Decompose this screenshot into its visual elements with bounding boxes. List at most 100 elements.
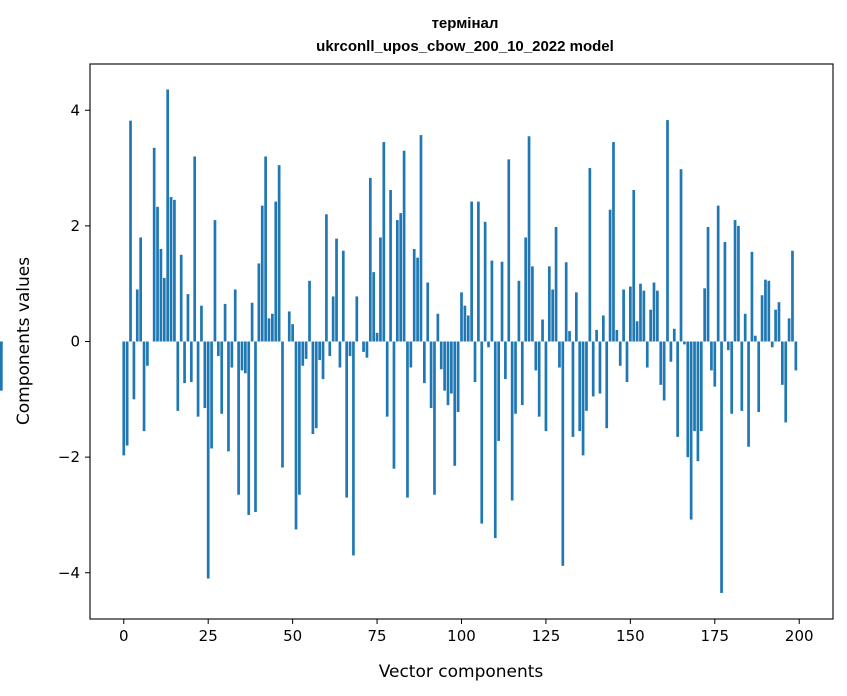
- bar-127: [551, 289, 555, 342]
- bar-177: [720, 341, 723, 593]
- x-tick-label: 150: [616, 627, 645, 645]
- bar-83: [402, 150, 406, 342]
- bar-161: [666, 120, 669, 342]
- bar-105: [477, 201, 480, 342]
- bar-192: [770, 341, 774, 348]
- bar-157: [652, 282, 656, 342]
- bar-30: [223, 303, 227, 342]
- x-tick-label: 200: [785, 627, 814, 645]
- y-axis-label: Components values: [14, 257, 34, 425]
- bar-138: [588, 168, 592, 342]
- y-axis-ticks: −4 −2 0 2 4: [58, 101, 90, 582]
- bar-153: [639, 283, 642, 342]
- bar-39: [254, 341, 257, 513]
- bar-2: [129, 120, 132, 342]
- bar-199: [794, 341, 798, 371]
- bar-169: [693, 341, 696, 432]
- bar-108: [487, 341, 490, 348]
- bar-182: [737, 225, 740, 342]
- bar-34: [237, 341, 240, 495]
- bar-185: [747, 341, 750, 447]
- bar-176: [716, 205, 720, 342]
- bar-122: [534, 341, 538, 371]
- bar-61: [328, 341, 332, 356]
- bar-29: [220, 341, 224, 414]
- bar-140: [595, 329, 598, 342]
- bar-163: [672, 328, 676, 342]
- x-tick-label: 50: [283, 627, 302, 645]
- bar-46: [277, 165, 281, 342]
- bar-135: [578, 341, 582, 432]
- bar-119: [524, 237, 528, 342]
- bar-18: [183, 341, 186, 384]
- x-tick-label: 0: [119, 627, 129, 645]
- bar-154: [642, 290, 646, 342]
- bar-12: [162, 277, 166, 342]
- x-tick-label: 125: [532, 627, 561, 645]
- bar-24: [203, 341, 207, 408]
- bar-73: [368, 177, 372, 342]
- bar-171: [699, 341, 703, 432]
- bar-115: [510, 341, 514, 501]
- y-tick-label: 4: [70, 101, 80, 119]
- bar-94: [439, 341, 443, 370]
- bar-7: [146, 341, 149, 366]
- bar-49: [287, 311, 291, 342]
- bar-69: [355, 296, 359, 342]
- bar-125: [544, 341, 548, 432]
- bar-57: [314, 341, 318, 429]
- bar-166: [683, 341, 686, 345]
- bar-196: [784, 341, 788, 423]
- bar-5: [139, 237, 143, 342]
- bar-189: [760, 295, 764, 342]
- bar-188: [757, 341, 761, 413]
- bar-32: [230, 341, 234, 368]
- bar-43: [267, 318, 271, 342]
- bar-72: [365, 341, 369, 358]
- bar-6: [142, 341, 146, 432]
- bar-33: [233, 289, 237, 342]
- bar-91: [429, 341, 433, 408]
- bar-146: [615, 329, 619, 342]
- plot-frame: [89, 63, 834, 620]
- bar-87: [416, 257, 419, 342]
- bar-93: [436, 313, 440, 342]
- bar-107: [483, 221, 487, 342]
- bar-152: [635, 321, 639, 342]
- bar-158: [656, 290, 659, 342]
- bar-183: [740, 341, 744, 411]
- bar-84: [406, 341, 409, 498]
- x-axis-label: Vector components: [379, 662, 544, 682]
- bar-187: [753, 335, 757, 342]
- bar-129: [558, 341, 561, 368]
- bar-121: [531, 266, 534, 342]
- bar-47: [281, 341, 284, 468]
- bar-132: [568, 331, 571, 342]
- y-tick-label: 2: [70, 217, 80, 235]
- bar-58: [318, 341, 321, 360]
- bar-114: [507, 159, 511, 342]
- bar-59: [321, 341, 325, 380]
- bars-group: [0, 89, 798, 593]
- bar-42: [264, 156, 267, 342]
- chart-subtitle: ukrconll_upos_cbow_200_10_2022 model: [316, 38, 614, 55]
- bar-180: [730, 341, 734, 414]
- bar-162: [669, 341, 673, 362]
- bar-62: [331, 296, 335, 342]
- bar-200: [0, 341, 3, 391]
- bar-65: [341, 250, 345, 342]
- bar-52: [298, 341, 301, 495]
- bar-26: [210, 341, 213, 449]
- bar-148: [622, 289, 625, 342]
- bar-64: [338, 341, 342, 368]
- bar-3: [132, 341, 136, 400]
- bar-198: [791, 250, 794, 342]
- bar-102: [466, 315, 470, 342]
- bar-193: [774, 309, 777, 342]
- bar-116: [514, 341, 517, 414]
- bar-123: [537, 341, 541, 417]
- bar-89: [423, 341, 426, 384]
- bar-74: [372, 272, 376, 342]
- bar-175: [713, 341, 717, 387]
